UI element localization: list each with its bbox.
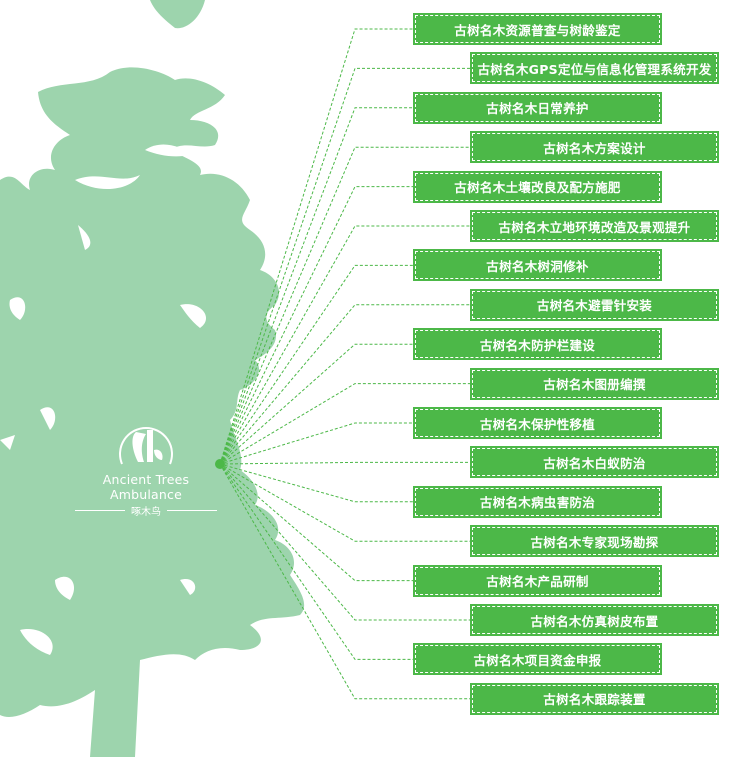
- service-box: 古树名木树洞修补: [413, 249, 662, 282]
- service-box: 古树名木病虫害防治: [413, 485, 662, 518]
- service-box: 古树名木产品研制: [413, 564, 662, 597]
- service-box: 古树名木保护性移植: [413, 407, 662, 439]
- service-box: 古树名木图册编撰: [470, 367, 719, 400]
- service-label: 古树名木专家现场勘探: [472, 527, 717, 556]
- connector-line: [219, 146, 470, 465]
- service-label: 古树名木土壤改良及配方施肥: [415, 172, 660, 201]
- service-label: 古树名木资源普查与树龄鉴定: [415, 15, 660, 43]
- service-box: 古树名木项目资金申报: [413, 643, 662, 676]
- service-box: 古树名木资源普查与树龄鉴定: [413, 13, 662, 45]
- connector-line: [219, 186, 413, 465]
- service-label: 古树名木白蚁防治: [472, 448, 717, 477]
- service-box: 古树名木土壤改良及配方施肥: [413, 170, 662, 203]
- logo: Ancient Trees Ambulance 啄木鸟: [66, 420, 226, 518]
- connector-line: [219, 463, 413, 503]
- connector-line: [219, 422, 413, 465]
- logo-chinese-text: 啄木鸟: [131, 507, 161, 518]
- logo-english-text: Ancient Trees Ambulance: [102, 472, 190, 502]
- service-label: 古树名木仿真树皮布置: [472, 606, 717, 634]
- connector-line: [219, 264, 413, 465]
- service-label: 古树名木防护栏建设: [415, 330, 660, 359]
- service-label: 古树名木树洞修补: [415, 251, 660, 280]
- service-box: 古树名木立地环境改造及景观提升: [470, 210, 719, 242]
- service-label: 古树名木GPS定位与信息化管理系统开发: [472, 54, 717, 83]
- service-label: 古树名木跟踪装置: [472, 684, 717, 713]
- connector-line: [219, 304, 470, 465]
- service-label: 古树名木方案设计: [472, 133, 717, 162]
- service-box: 古树名木GPS定位与信息化管理系统开发: [470, 52, 719, 85]
- connector-line: [219, 225, 470, 465]
- connector-line: [219, 383, 470, 465]
- service-label: 古树名木避雷针安装: [472, 290, 717, 319]
- connector-line: [219, 107, 413, 465]
- logo-rule: [75, 510, 125, 511]
- service-label: 古树名木保护性移植: [415, 409, 660, 437]
- service-box: 古树名木日常养护: [413, 91, 662, 124]
- service-box: 古树名木专家现场勘探: [470, 525, 719, 558]
- connector-line: [219, 28, 413, 465]
- service-box: 古树名木仿真树皮布置: [470, 604, 719, 636]
- connector-line: [219, 461, 470, 465]
- hub-dot: [215, 459, 225, 469]
- woodpecker-on-tree-icon: [119, 427, 173, 465]
- logo-rule: [167, 510, 217, 511]
- connector-line: [219, 343, 413, 465]
- service-label: 古树名木图册编撰: [472, 369, 717, 398]
- connector-line: [219, 463, 470, 542]
- service-label: 古树名木产品研制: [415, 566, 660, 595]
- service-label: 古树名木日常养护: [415, 93, 660, 122]
- service-box: 古树名木跟踪装置: [470, 682, 719, 715]
- service-label: 古树名木项目资金申报: [415, 645, 660, 674]
- service-label: 古树名木立地环境改造及景观提升: [472, 212, 717, 240]
- service-box: 古树名木白蚁防治: [470, 446, 719, 479]
- service-box: 古树名木防护栏建设: [413, 328, 662, 361]
- connector-line: [219, 463, 413, 582]
- connector-line: [219, 463, 470, 700]
- connector-line: [219, 463, 470, 621]
- connector-line: [219, 463, 413, 660]
- service-label: 古树名木病虫害防治: [415, 487, 660, 516]
- service-box: 古树名木方案设计: [470, 131, 719, 164]
- service-box: 古树名木避雷针安装: [470, 288, 719, 321]
